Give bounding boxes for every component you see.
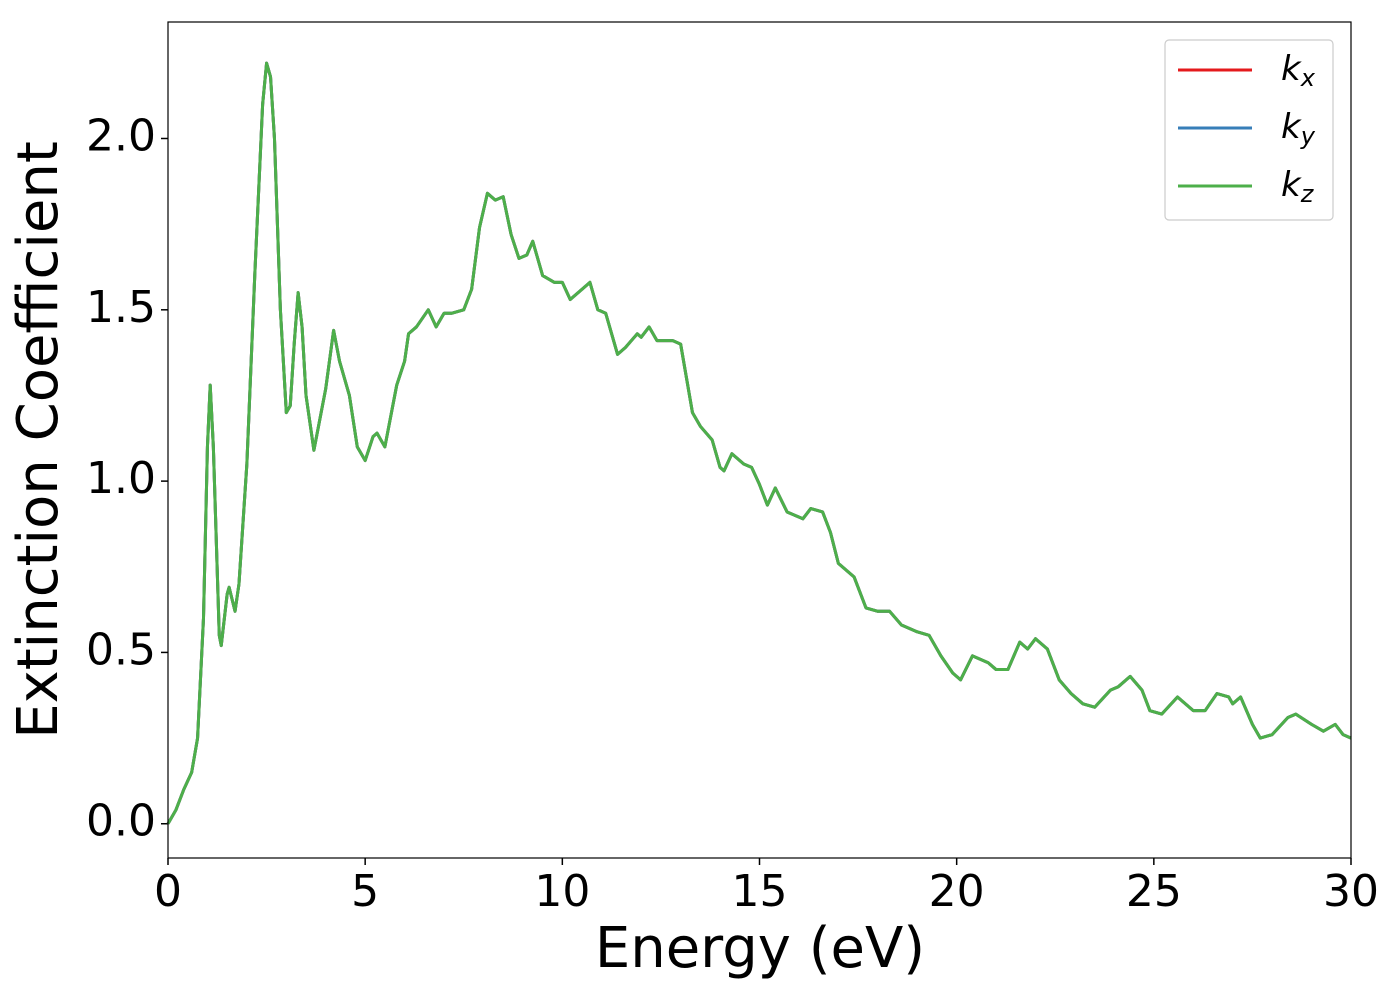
x-tick-label: 10 bbox=[534, 866, 590, 917]
legend-label: kx bbox=[1281, 49, 1316, 93]
legend-box bbox=[1164, 39, 1334, 221]
y-tick-label: 0.5 bbox=[86, 624, 156, 675]
x-tick-label: 0 bbox=[154, 866, 182, 917]
y-tick-label: 1.0 bbox=[86, 453, 156, 504]
plot-frame bbox=[167, 21, 1352, 859]
y-tick-label: 1.5 bbox=[86, 282, 156, 333]
y-axis-label: Extinction Coefficient bbox=[6, 141, 71, 739]
x-tick-label: 25 bbox=[1126, 866, 1182, 917]
x-tick-label: 30 bbox=[1323, 866, 1379, 917]
legend-label: kz bbox=[1281, 165, 1315, 209]
x-tick-label: 5 bbox=[351, 866, 379, 917]
y-tick-label: 0.0 bbox=[86, 796, 156, 847]
data-line bbox=[166, 61, 1352, 825]
x-tick-label: 15 bbox=[732, 866, 788, 917]
y-tick-label: 2.0 bbox=[86, 110, 156, 161]
legend-label: ky bbox=[1281, 107, 1316, 151]
x-tick-label: 20 bbox=[929, 866, 985, 917]
x-axis-label: Energy (eV) bbox=[595, 916, 925, 981]
